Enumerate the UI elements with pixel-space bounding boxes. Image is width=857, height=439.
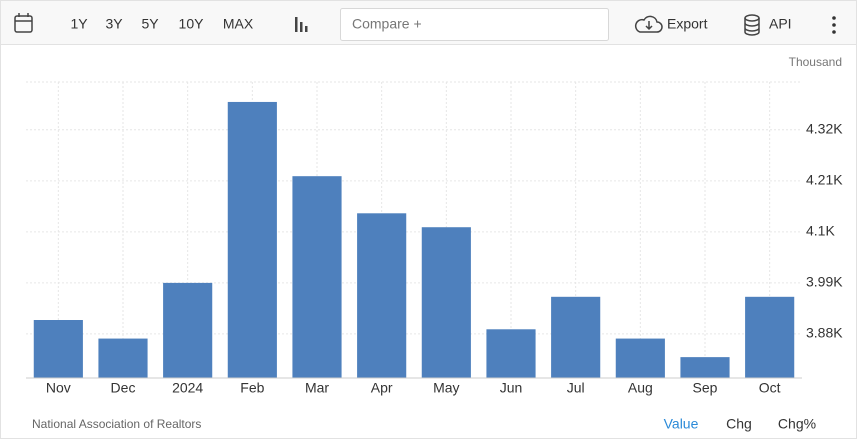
x-tick-label: Feb [240,380,264,396]
bar [357,213,407,378]
x-tick-label: May [433,380,459,396]
x-tick-label: Mar [305,380,329,396]
bar [551,296,601,378]
compare-input[interactable] [340,8,609,41]
unit-label: Thousand [789,55,842,69]
x-tick-label: Dec [111,380,136,396]
export-icon[interactable] [634,15,663,33]
bar [680,357,730,378]
x-tick-label: Nov [46,380,71,396]
bar [486,329,536,378]
x-tick-label: Apr [371,380,393,396]
range-button[interactable]: 1Y [70,16,88,32]
bar [33,320,83,378]
compare-placeholder[interactable]: Compare + [352,16,422,32]
bar [163,282,213,378]
api-button[interactable]: API [769,16,792,32]
x-tick-label: Sep [693,380,718,396]
x-tick-label: Jul [567,380,585,396]
y-tick-label: 3.88K [806,325,843,341]
y-tick-label: 3.99K [806,274,843,290]
bar [292,176,342,378]
range-button[interactable]: 5Y [141,16,159,32]
bar [745,296,795,378]
export-button[interactable]: Export [667,16,708,32]
range-button[interactable]: 3Y [105,16,123,32]
mode-button[interactable]: Value [664,416,699,432]
x-tick-label: Jun [500,380,523,396]
y-tick-label: 4.32K [806,120,843,136]
api-icon[interactable] [744,14,760,36]
mode-button[interactable]: Chg% [778,416,816,432]
x-tick-label: 2024 [172,380,203,396]
chart-type-icon[interactable] [295,17,308,32]
y-tick-label: 4.21K [806,172,843,188]
bar [615,338,665,378]
range-button[interactable]: MAX [223,16,254,32]
y-tick-label: 4.1K [806,223,835,239]
bar [227,101,277,379]
range-button[interactable]: 10Y [179,16,205,32]
x-tick-label: Oct [759,380,781,396]
x-tick-label: Aug [628,380,653,396]
bar [421,227,471,378]
menu-icon[interactable] [832,16,836,34]
bar [98,338,148,378]
source: National Association of Realtors [32,417,201,431]
calendar-icon[interactable] [14,13,33,33]
mode-button[interactable]: Chg [726,416,752,432]
